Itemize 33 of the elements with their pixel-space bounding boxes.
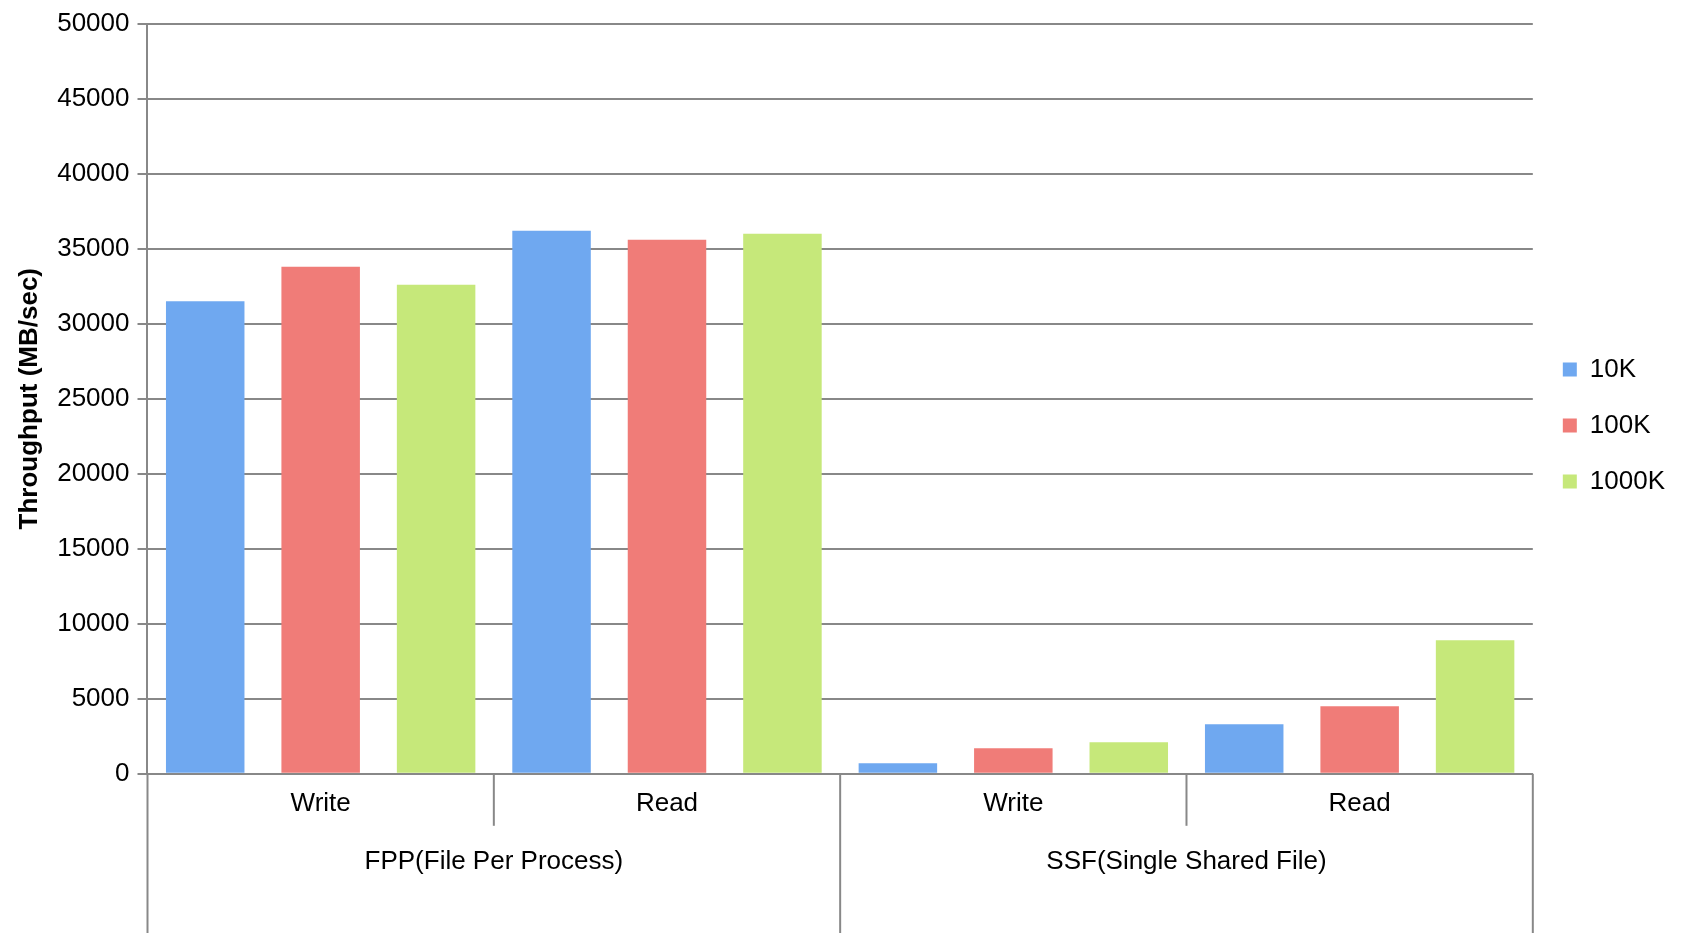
legend-label: 10K — [1589, 352, 1637, 383]
text: SSF(Single Shared File) — [1046, 844, 1327, 875]
bar — [1320, 706, 1399, 773]
legend-label: 100K — [1589, 408, 1652, 439]
y-tick-label: 50000 — [57, 6, 130, 37]
bar — [743, 233, 822, 773]
y-tick-label: 0 — [115, 756, 130, 787]
x-tick-label: Write — [983, 786, 1044, 817]
bar — [396, 284, 476, 773]
text: FPP(File Per Process) — [364, 844, 624, 875]
y-tick-label: 45000 — [57, 81, 130, 112]
x-tick-label: Read — [1328, 786, 1391, 817]
bar — [165, 301, 245, 773]
y-tick-label: 20000 — [57, 456, 130, 487]
y-tick-label: 10000 — [57, 606, 130, 637]
x-tick-label: Read — [635, 786, 699, 817]
y-axis-title: Throughput (MB/sec) — [12, 267, 43, 530]
bar — [858, 763, 938, 773]
y-tick-label: 5000 — [71, 681, 130, 712]
bar — [974, 748, 1053, 773]
bar — [1204, 724, 1284, 773]
bar — [627, 239, 707, 773]
y-tick-label: 35000 — [57, 231, 130, 262]
bar — [1089, 742, 1169, 773]
y-tick-label: 30000 — [57, 306, 130, 337]
bar — [1435, 640, 1515, 773]
y-tick-label: 15000 — [57, 531, 130, 562]
x-tick-label: Write — [290, 786, 351, 817]
legend-label: 1000K — [1589, 464, 1666, 495]
bar — [281, 266, 360, 773]
bar — [512, 230, 591, 773]
y-tick-label: 40000 — [57, 156, 130, 187]
y-tick-label: 25000 — [57, 381, 130, 412]
